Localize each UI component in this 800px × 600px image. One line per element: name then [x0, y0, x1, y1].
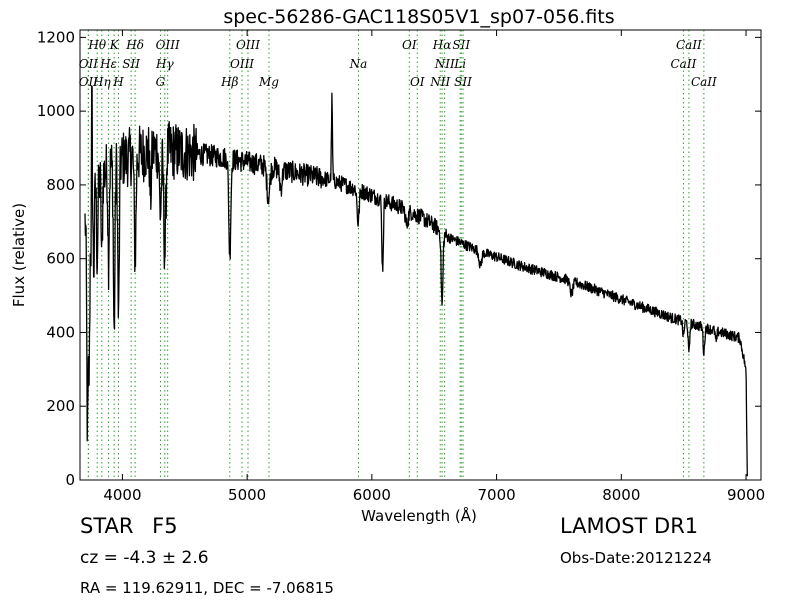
- x-tick-label: 6000: [353, 486, 391, 504]
- line-marker-label: G: [156, 75, 166, 89]
- y-tick-label: 0: [65, 471, 75, 489]
- x-tick-label: 5000: [228, 486, 266, 504]
- y-tick-label: 800: [46, 176, 75, 194]
- x-axis: 4000 5000 6000 7000 8000 9000: [103, 30, 765, 504]
- line-marker-label: CaII: [676, 38, 702, 52]
- line-marker-label: SII: [452, 38, 470, 52]
- x-tick-label: 9000: [727, 486, 765, 504]
- line-marker-label: Li: [453, 57, 466, 71]
- coordinates-readout: RA = 119.62911, DEC = -7.06815: [80, 579, 334, 597]
- line-marker-label: Hε: [99, 57, 117, 71]
- line-marker-label: Hθ: [87, 38, 106, 52]
- line-marker-label: OII: [79, 57, 99, 71]
- y-tick-label: 1000: [37, 102, 75, 120]
- spectrum-line: [84, 85, 748, 477]
- line-marker-label: OI: [402, 38, 417, 52]
- line-marker-label: OIII: [236, 38, 260, 52]
- y-tick-label: 200: [46, 397, 75, 415]
- line-marker-label: Hη: [92, 75, 111, 89]
- line-marker-label: OI: [410, 75, 425, 89]
- line-marker-label: OIII: [230, 57, 254, 71]
- x-axis-label: Wavelength (Å): [361, 506, 477, 525]
- y-tick-label: 400: [46, 323, 75, 341]
- spectral-subclass: F5: [152, 514, 178, 538]
- y-tick-label: 1200: [37, 28, 75, 46]
- x-tick-label: 4000: [103, 486, 141, 504]
- line-marker-label: OII: [79, 75, 99, 89]
- x-tick-label: 7000: [477, 486, 515, 504]
- line-marker-label: SII: [122, 57, 140, 71]
- line-marker-label: OIII: [156, 38, 180, 52]
- line-marker-label: Mg: [258, 75, 279, 89]
- line-marker-label: CaII: [671, 57, 697, 71]
- line-marker-label: NII: [434, 57, 455, 71]
- y-axis: 0 200 400 600 800 1000 1200: [37, 28, 761, 489]
- object-class-label: STAR: [80, 514, 134, 538]
- y-tick-label: 600: [46, 250, 75, 268]
- chart-title: spec-56286-GAC118S05V1_sp07-056.fits: [223, 6, 614, 28]
- survey-name: LAMOST DR1: [560, 514, 699, 538]
- object-class: STAR F5: [80, 514, 178, 538]
- y-axis-label: Flux (relative): [10, 203, 28, 307]
- line-marker-label: Hα: [432, 38, 452, 52]
- line-marker-label: SII: [454, 75, 472, 89]
- line-marker-label: Na: [349, 57, 368, 71]
- observation-date: Obs-Date:20121224: [560, 549, 712, 567]
- line-marker-label: Hβ: [220, 75, 238, 89]
- line-marker-label: Hδ: [125, 38, 144, 52]
- plot-frame: [79, 29, 762, 481]
- line-marker-label: NII: [429, 75, 450, 89]
- x-tick-label: 8000: [602, 486, 640, 504]
- redshift-readout: cz = -4.3 ± 2.6: [80, 548, 209, 568]
- line-marker-label: H: [112, 75, 124, 89]
- line-marker-label: CaII: [691, 75, 717, 89]
- line-marker-label: K: [109, 38, 120, 52]
- line-marker-label: Hγ: [155, 57, 174, 71]
